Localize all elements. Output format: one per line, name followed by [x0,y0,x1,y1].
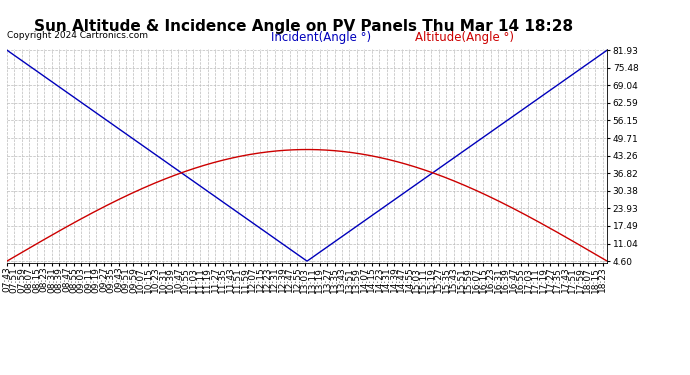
Text: Sun Altitude & Incidence Angle on PV Panels Thu Mar 14 18:28: Sun Altitude & Incidence Angle on PV Pan… [34,19,573,34]
Text: Copyright 2024 Cartronics.com: Copyright 2024 Cartronics.com [7,31,148,40]
Text: Altitude(Angle °): Altitude(Angle °) [415,31,514,44]
Text: Incident(Angle °): Incident(Angle °) [271,31,371,44]
